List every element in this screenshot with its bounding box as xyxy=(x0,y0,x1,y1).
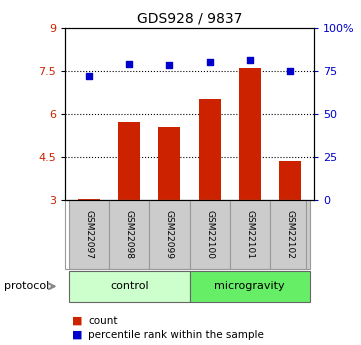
Bar xyxy=(190,271,310,302)
Bar xyxy=(190,200,230,269)
Text: GSM22099: GSM22099 xyxy=(165,210,174,259)
Text: GSM22100: GSM22100 xyxy=(205,210,214,259)
Text: GSM22101: GSM22101 xyxy=(245,210,254,259)
Text: count: count xyxy=(88,316,118,326)
Title: GDS928 / 9837: GDS928 / 9837 xyxy=(137,11,242,25)
Point xyxy=(247,58,253,63)
Text: GSM22102: GSM22102 xyxy=(286,210,295,259)
Text: control: control xyxy=(110,282,149,291)
Text: ■: ■ xyxy=(72,316,83,326)
Text: percentile rank within the sample: percentile rank within the sample xyxy=(88,330,264,339)
Text: ■: ■ xyxy=(72,330,83,339)
Bar xyxy=(158,127,180,200)
Point xyxy=(207,59,213,65)
Bar xyxy=(118,122,140,200)
Bar xyxy=(78,199,100,200)
Bar xyxy=(199,99,221,200)
Text: GSM22098: GSM22098 xyxy=(125,210,134,259)
Point xyxy=(287,68,293,73)
Bar xyxy=(109,200,149,269)
Point xyxy=(86,73,92,79)
Point xyxy=(126,61,132,67)
Bar xyxy=(69,271,190,302)
Bar xyxy=(69,200,109,269)
Bar xyxy=(230,200,270,269)
Bar xyxy=(239,68,261,200)
Bar xyxy=(149,200,190,269)
Text: microgravity: microgravity xyxy=(214,282,285,291)
Bar xyxy=(270,200,310,269)
Text: GSM22097: GSM22097 xyxy=(84,210,93,259)
Text: protocol: protocol xyxy=(4,282,49,291)
Bar xyxy=(279,161,301,200)
Point xyxy=(166,62,172,68)
